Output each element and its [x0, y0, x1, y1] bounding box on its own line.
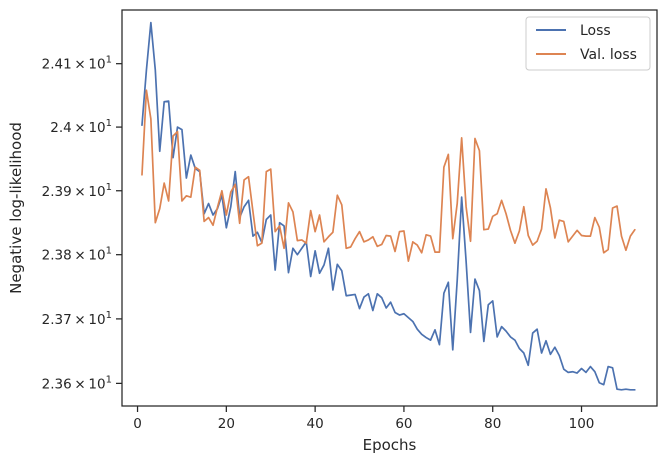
- x-tick-label: 20: [218, 416, 235, 432]
- series-layer: [141, 21, 636, 391]
- x-tick-label: 60: [395, 416, 412, 432]
- series-line-loss: [141, 21, 636, 391]
- x-axis-label: Epochs: [363, 436, 417, 454]
- x-tick-label: 0: [133, 416, 142, 432]
- legend-label-loss: Loss: [580, 23, 611, 39]
- y-tick-label: 2.39 × 101: [42, 182, 112, 200]
- y-tick-label: 2.37 × 101: [42, 310, 112, 328]
- y-axis-label: Negative log-likelihood: [7, 122, 25, 294]
- plot-frame: [121, 9, 658, 407]
- y-tick-label: 2.41 × 101: [42, 55, 112, 73]
- y-tick-label: 2.4 × 101: [50, 118, 112, 136]
- y-tick-label: 2.38 × 101: [42, 246, 112, 264]
- x-tick-label: 40: [307, 416, 324, 432]
- legend-label-val-loss: Val. loss: [580, 47, 637, 63]
- series-line-val-loss: [141, 89, 636, 262]
- y-tick-label: 2.36 × 101: [42, 374, 112, 392]
- y-axis-ticks: 2.36 × 101 2.37 × 101 2.38 × 101 2.39 × 101…: [42, 55, 122, 392]
- x-axis-ticks: 0 20 40 60 80 100: [133, 406, 594, 432]
- legend[interactable]: Loss Val. loss: [525, 16, 651, 71]
- x-tick-label: 80: [484, 416, 501, 432]
- x-tick-label: 100: [569, 416, 595, 432]
